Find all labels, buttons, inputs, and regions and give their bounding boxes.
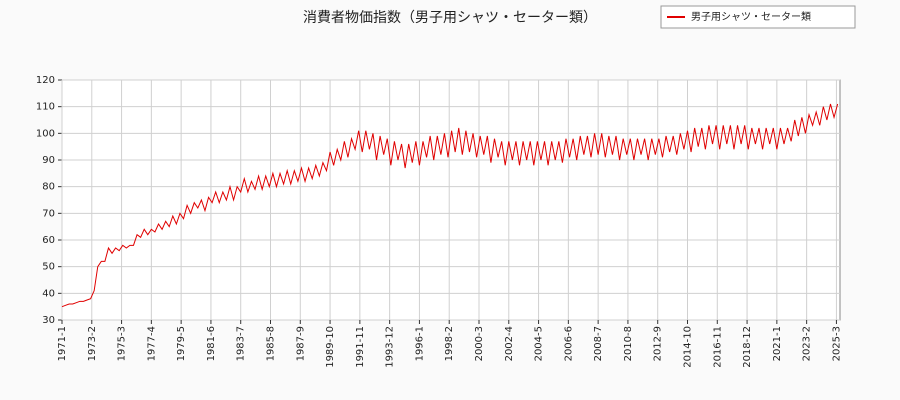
legend-box xyxy=(660,5,856,29)
x-tick-label: 1977-4 xyxy=(146,326,157,361)
x-tick-label: 1971-1 xyxy=(57,326,68,361)
y-tick-label: 100 xyxy=(36,128,55,139)
x-tick-label: 2002-4 xyxy=(504,326,515,361)
x-tick-label: 2004-5 xyxy=(534,326,545,361)
x-tick-label: 1979-5 xyxy=(176,326,187,361)
x-tick-label: 1996-1 xyxy=(414,326,425,361)
y-tick-label: 70 xyxy=(42,208,55,219)
x-tick-label: 1993-12 xyxy=(385,326,396,368)
y-tick-label: 110 xyxy=(36,102,55,113)
y-tick-label: 80 xyxy=(42,182,55,193)
x-tick-label: 2021-1 xyxy=(772,326,783,361)
x-tick-label: 1991-11 xyxy=(355,326,366,368)
x-tick-label: 1983-7 xyxy=(236,326,247,361)
x-tick-label: 2023-2 xyxy=(802,326,813,361)
y-tick-label: 40 xyxy=(42,288,55,299)
x-tick-label: 1981-6 xyxy=(206,326,217,361)
x-tick-label: 2016-11 xyxy=(712,326,723,368)
x-tick-label: 2012-9 xyxy=(653,326,664,361)
x-tick-label: 2008-7 xyxy=(593,326,604,361)
x-tick-label: 2006-6 xyxy=(563,326,574,361)
x-tick-label: 1973-2 xyxy=(87,326,98,361)
plot-area xyxy=(61,79,841,321)
x-tick-label: 2014-10 xyxy=(682,326,693,368)
legend-label: 男子用シャツ・セーター類 xyxy=(691,11,811,23)
y-tick-label: 120 xyxy=(36,75,55,86)
x-tick-label: 1985-8 xyxy=(265,326,276,361)
y-tick-label: 30 xyxy=(42,315,55,326)
x-tick-label: 1998-2 xyxy=(444,326,455,361)
data-line xyxy=(61,103,839,308)
y-tick-label: 60 xyxy=(42,235,55,246)
x-tick-label: 2010-8 xyxy=(623,326,634,361)
x-tick-label: 2000-3 xyxy=(474,326,485,361)
chart-title: 消費者物価指数（男子用シャツ・セーター類） xyxy=(303,10,597,26)
x-tick-label: 2018-12 xyxy=(742,326,753,368)
x-tick-label: 2025-3 xyxy=(831,326,842,361)
y-tick-label: 50 xyxy=(42,262,55,273)
y-tick-label: 90 xyxy=(42,155,55,166)
x-tick-label: 1975-3 xyxy=(117,326,128,361)
x-tick-label: 1987-9 xyxy=(295,326,306,361)
x-tick-label: 1989-10 xyxy=(325,326,336,368)
